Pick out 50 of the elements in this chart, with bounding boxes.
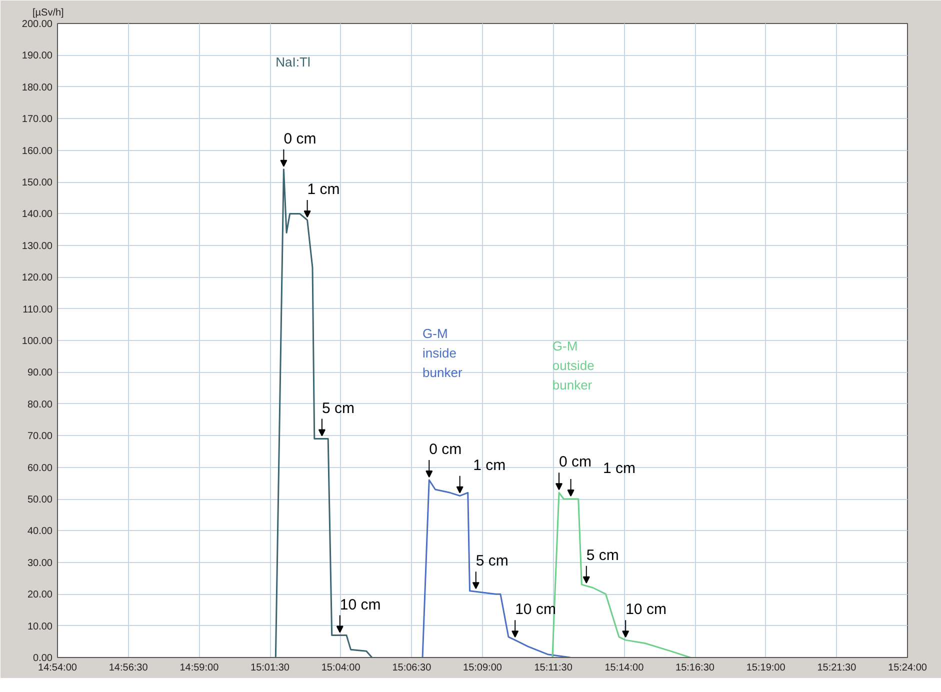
y-tick-label: 20.00 (27, 590, 53, 601)
y-tick-label: 170.00 (22, 114, 53, 126)
x-tick-label: 14:54:00 (38, 662, 78, 674)
y-tick-label: 0.00 (33, 653, 53, 664)
y-tick-label: 130.00 (22, 240, 53, 252)
annotation: 0 cm (559, 454, 592, 471)
y-tick-label: 190.00 (22, 50, 53, 62)
y-tick-label: 110.00 (22, 304, 53, 316)
y-tick-label: 60.00 (27, 462, 53, 474)
x-tick-label: 14:59:00 (180, 662, 220, 674)
annotation: 0 cm (429, 440, 462, 458)
x-tick-label: 15:16:30 (676, 662, 715, 674)
text: G-M inside bunker (422, 326, 463, 380)
y-tick-label: 200.00 (22, 19, 53, 30)
y-tick-label: 70.00 (27, 431, 53, 442)
annotation: 0 cm (284, 130, 316, 148)
y-tick-label: 80.00 (27, 399, 53, 410)
text: NaI:Tl (276, 54, 310, 70)
y-tick-label: 160.00 (22, 146, 53, 157)
line-series (422, 479, 572, 658)
y-tick-label: 140.00 (22, 209, 53, 220)
annotation: 1 cm (603, 460, 636, 477)
x-tick-label: 15:01:30 (250, 662, 290, 674)
x-tick-label: 15:11:30 (534, 662, 573, 674)
x-tick-label: 15:21:30 (817, 662, 857, 674)
annotation: 10 cm (626, 601, 666, 618)
x-tick-label: 15:04:00 (321, 662, 361, 674)
text: G-M outside bunker (552, 338, 594, 393)
annotation: 1 cm (473, 456, 506, 474)
x-tick-label: 15:14:00 (604, 662, 644, 674)
x-tick-label: 15:09:00 (463, 662, 502, 674)
annotation: 1 cm (307, 181, 340, 198)
y-tick-label: 90.00 (27, 368, 53, 379)
x-tick-label: 14:56:30 (108, 662, 148, 674)
y-tick-label: 100.00 (22, 336, 53, 347)
y-tick-label: 30.00 (27, 558, 53, 569)
y-tick-label: 120.00 (22, 272, 53, 284)
y-tick-label: 40.00 (27, 526, 53, 538)
annotation: 5 cm (586, 546, 619, 564)
annotation: 10 cm (340, 596, 381, 614)
x-tick-label: 15:24:00 (888, 662, 928, 674)
x-tick-label: 15:06:30 (392, 662, 432, 674)
y-axis-title: [µSv/h] (32, 8, 64, 18)
y-tick-label: 50.00 (27, 494, 53, 506)
y-tick-label: 180.00 (22, 82, 53, 94)
annotation: 5 cm (476, 552, 508, 570)
y-tick-label: 150.00 (22, 178, 53, 188)
annotation: 5 cm (322, 400, 354, 417)
y-tick-label: 10.00 (27, 621, 53, 632)
x-tick-label: 15:19:00 (746, 662, 786, 674)
